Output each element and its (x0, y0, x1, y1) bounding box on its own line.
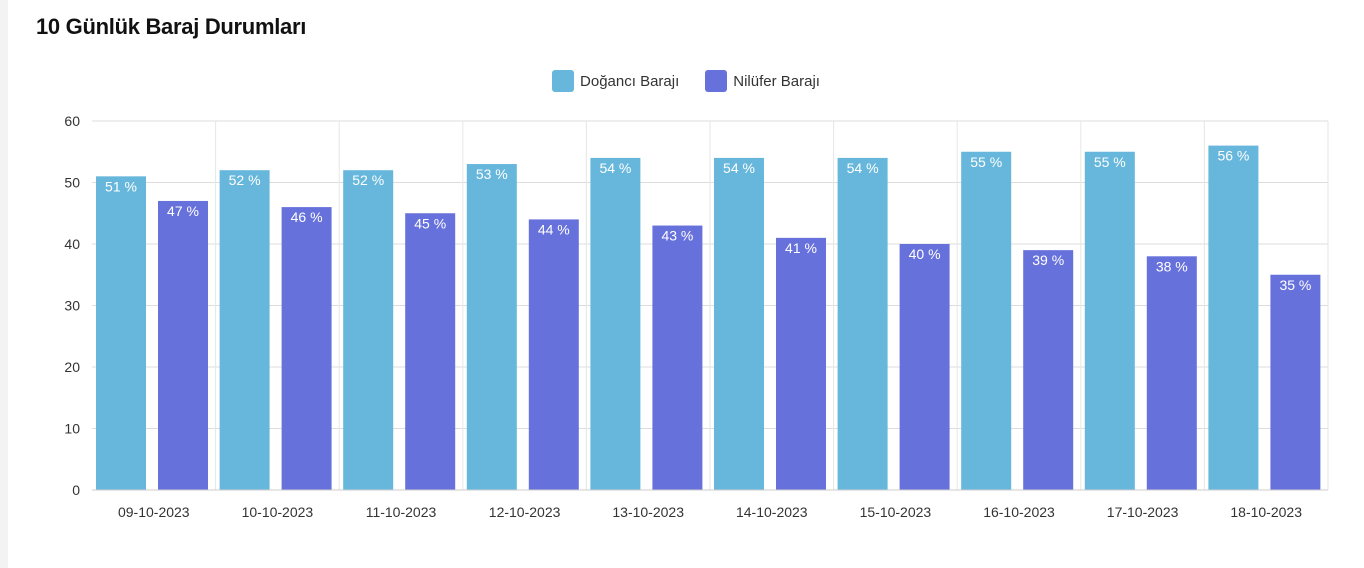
bar-nilufer (899, 244, 950, 490)
y-tick-label: 0 (72, 482, 80, 498)
bar-dogancı (96, 176, 146, 490)
chart-panel: 10 Günlük Baraj Durumları Doğancı Barajı… (8, 0, 1364, 568)
bar-dogancı (466, 164, 517, 491)
x-tick-label: 13-10-2023 (612, 504, 684, 520)
legend-label-nilufer: Nilüfer Barajı (733, 72, 820, 90)
x-tick-label: 17-10-2023 (1107, 504, 1179, 520)
bar-value-label: 55 % (1094, 154, 1126, 170)
bar-value-label: 53 % (476, 166, 508, 182)
bar-value-label: 44 % (538, 221, 570, 237)
x-tick-label: 18-10-2023 (1230, 504, 1302, 520)
y-tick-label: 30 (64, 298, 80, 314)
bar-chart: 0 10 20 30 40 50 60 51 % 47 % 09-10-2023 52 % 46 % 1… (64, 113, 1329, 520)
bar-nilufer (1270, 274, 1321, 490)
chart-title: 10 Günlük Baraj Durumları (36, 14, 307, 39)
bar-dogancı (714, 157, 764, 490)
bar-value-label: 55 % (970, 154, 1002, 170)
bar-value-label: 35 % (1279, 277, 1311, 293)
bar-dogancı (1208, 145, 1259, 490)
bar-value-label: 52 % (352, 172, 384, 188)
y-tick-label: 50 (64, 175, 80, 191)
bar-dogancı (1084, 151, 1135, 490)
legend-item-nilufer[interactable]: Nilüfer Barajı (705, 70, 820, 92)
x-tick-label: 16-10-2023 (983, 504, 1055, 520)
x-tick-label: 09-10-2023 (118, 504, 190, 520)
bar-nilufer (405, 213, 456, 490)
bar-value-label: 46 % (291, 209, 323, 225)
bar-value-label: 52 % (229, 172, 261, 188)
bar-value-label: 40 % (909, 246, 941, 262)
bar-dogancı (343, 170, 394, 490)
bar-nilufer (528, 219, 579, 490)
bar-dogancı (590, 157, 641, 490)
x-tick-label: 12-10-2023 (489, 504, 561, 520)
bar-value-label: 38 % (1156, 258, 1188, 274)
bar-nilufer (281, 207, 332, 490)
x-tick-label: 14-10-2023 (736, 504, 808, 520)
bar-nilufer (652, 225, 703, 491)
bar-value-label: 56 % (1217, 148, 1249, 164)
bar-nilufer (1146, 256, 1197, 490)
bar-value-label: 43 % (661, 228, 693, 244)
bar-dogancı (961, 151, 1012, 490)
x-tick-label: 11-10-2023 (366, 504, 437, 520)
bar-dogancı (219, 170, 270, 490)
bar-nilufer (1023, 250, 1074, 490)
bar-nilufer (158, 200, 208, 490)
y-tick-label: 40 (64, 236, 80, 252)
bar-dogancı (837, 157, 888, 490)
bar-nilufer (776, 237, 826, 490)
bar-value-label: 41 % (785, 240, 817, 256)
bar-value-label: 47 % (167, 203, 199, 219)
legend-item-dogancı[interactable]: Doğancı Barajı (552, 70, 679, 92)
bar-value-label: 51 % (105, 178, 137, 194)
bar-value-label: 54 % (847, 160, 879, 176)
x-tick-label: 15-10-2023 (860, 504, 932, 520)
chart-legend: Doğancı Barajı Nilüfer Barajı (8, 70, 1364, 92)
x-tick-label: 10-10-2023 (242, 504, 314, 520)
bar-value-label: 54 % (723, 160, 755, 176)
bar-value-label: 39 % (1032, 252, 1064, 268)
bar-value-label: 45 % (414, 215, 446, 231)
legend-label-dogancı: Doğancı Barajı (580, 72, 680, 90)
y-tick-label: 20 (64, 359, 80, 375)
y-tick-label: 10 (64, 421, 80, 437)
legend-swatch-nilufer (705, 70, 728, 92)
y-tick-label: 60 (64, 113, 80, 129)
legend-swatch-dogancı (552, 70, 575, 92)
bar-value-label: 54 % (599, 160, 631, 176)
